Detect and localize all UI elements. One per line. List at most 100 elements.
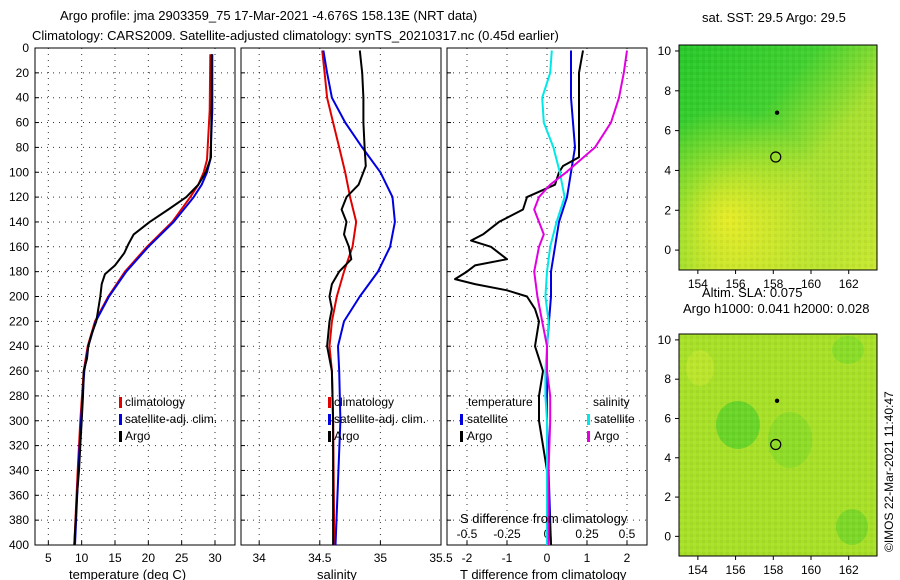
map-y-tick-label: 0 <box>664 529 671 543</box>
temperature-legend: climatology satellite-adj. clim. Argo <box>119 395 217 443</box>
legend-swatch-satellite <box>119 414 122 425</box>
copyright-credit: ©IMOS 22-Mar-2021 11:40:47 <box>882 391 896 552</box>
depth-tick-label: 260 <box>9 364 29 378</box>
map-x-tick-label: 162 <box>839 277 859 291</box>
salinity-x-label: salinity <box>317 567 357 580</box>
x-tick-label: -1 <box>502 551 513 565</box>
series-line-satellite-adj-clim- <box>74 54 214 546</box>
salinity-legend: climatology satellite-adj. clim. Argo <box>328 395 426 443</box>
map-x-tick-label: 160 <box>801 563 821 577</box>
depth-tick-label: 140 <box>9 215 29 229</box>
map-y-tick-label: 2 <box>664 490 671 504</box>
series-line-argo <box>73 54 213 546</box>
depth-tick-label: 220 <box>9 314 29 328</box>
map-y-tick-label: 8 <box>664 372 671 386</box>
map-x-tick-label: 158 <box>763 277 783 291</box>
series-line-argo <box>326 50 367 545</box>
sst-map-frame <box>678 44 878 271</box>
legend-label-s-satellite: satellite <box>594 412 635 426</box>
x-tick-label: 5 <box>45 551 52 565</box>
depth-tick-label: 320 <box>9 439 29 453</box>
legend-label-climatology: climatology <box>334 395 394 409</box>
x-tick-label: 34 <box>253 551 267 565</box>
difference-legend: temperature salinity satellite Argo sate… <box>460 395 635 443</box>
sla-map-pixel-texture <box>679 334 877 556</box>
difference-secondary-x-label: S difference from climatology <box>460 511 628 526</box>
series-line-t-argo <box>454 50 584 546</box>
secondary-x-tick-label: 0.25 <box>575 527 599 541</box>
profile-location-marker <box>770 151 782 163</box>
secondary-x-tick-label: 0.5 <box>619 527 636 541</box>
sla-map-title: Altim. SLA: 0.075 <box>702 285 802 300</box>
map-y-tick-label: 10 <box>658 333 672 347</box>
x-tick-label: -2 <box>462 551 473 565</box>
legend-label-s-argo: Argo <box>594 429 620 443</box>
map-x-tick-label: 154 <box>688 277 708 291</box>
legend-swatch-t-argo <box>460 431 463 442</box>
depth-tick-label: 120 <box>9 190 29 204</box>
legend-label-climatology: climatology <box>125 395 185 409</box>
x-tick-label: 2 <box>624 551 631 565</box>
legend-swatch-satellite <box>328 414 331 425</box>
x-tick-label: 35 <box>374 551 388 565</box>
map-y-tick-label: 0 <box>664 243 671 257</box>
series-line-climatology <box>73 54 212 546</box>
depth-tick-label: 40 <box>16 91 30 105</box>
series-line-s-satellite <box>541 50 566 545</box>
depth-tick-label: 340 <box>9 463 29 477</box>
x-tick-label: 20 <box>142 551 156 565</box>
map-y-tick-label: 6 <box>664 124 671 138</box>
legend-label-argo: Argo <box>125 429 151 443</box>
legend-title-temperature: temperature <box>468 395 533 409</box>
sst-map-pixel-texture <box>679 45 877 270</box>
x-tick-label: 10 <box>75 551 89 565</box>
depth-tick-label: 80 <box>16 140 30 154</box>
map-y-tick-label: 10 <box>658 44 672 58</box>
depth-tick-label: 380 <box>9 513 29 527</box>
legend-label-t-satellite: satellite <box>467 412 508 426</box>
depth-tick-label: 0 <box>22 41 29 55</box>
title-line-2: Climatology: CARS2009. Satellite-adjuste… <box>32 28 559 43</box>
nearby-float-marker <box>774 110 780 115</box>
x-tick-label: 1 <box>584 551 591 565</box>
nearby-float-marker <box>774 398 780 403</box>
sst-map-overlay: 154 156 158 160 162 0 2 4 6 8 10 <box>658 44 859 291</box>
sst-map-title: sat. SST: 29.5 Argo: 29.5 <box>702 10 846 25</box>
sla-map-frame <box>678 333 878 557</box>
depth-tick-label: 160 <box>9 240 29 254</box>
temperature-plot: 0 20 40 60 80 100 120 140 160 180 200 220 240 260 280 3… <box>9 41 235 565</box>
x-tick-label: 0 <box>544 551 551 565</box>
map-x-tick-label: 160 <box>801 277 821 291</box>
legend-label-argo: Argo <box>334 429 360 443</box>
x-tick-label: 30 <box>208 551 222 565</box>
series-line-s-argo <box>533 50 628 545</box>
difference-x-label: T difference from climatology <box>460 567 627 580</box>
x-tick-label: 25 <box>175 551 189 565</box>
map-y-tick-label: 8 <box>664 84 671 98</box>
legend-swatch-climatology <box>119 397 122 408</box>
legend-swatch-climatology <box>328 397 331 408</box>
depth-tick-label: 240 <box>9 339 29 353</box>
depth-tick-label: 300 <box>9 414 29 428</box>
secondary-x-tick-label: -0.5 <box>457 527 478 541</box>
series-line-climatology <box>321 50 358 546</box>
depth-tick-label: 400 <box>9 538 29 552</box>
depth-tick-label: 60 <box>16 116 30 130</box>
sla-map <box>678 333 878 557</box>
sst-map <box>678 44 878 271</box>
legend-swatch-argo <box>119 431 122 442</box>
legend-swatch-t-satellite <box>460 414 463 425</box>
depth-tick-label: 360 <box>9 488 29 502</box>
x-tick-label: 35.5 <box>429 551 453 565</box>
difference-plot: -2 -1 0 1 2-0.5 -0.25 0 0.25 0.5 <box>447 47 647 565</box>
map-x-tick-label: 158 <box>763 563 783 577</box>
series-line-satellite-adj-clim- <box>322 50 396 546</box>
map-y-tick-label: 4 <box>664 451 671 465</box>
map-y-tick-label: 2 <box>664 203 671 217</box>
legend-swatch-argo <box>328 431 331 442</box>
depth-tick-label: 20 <box>16 66 30 80</box>
legend-title-salinity: salinity <box>593 395 630 409</box>
depth-tick-label: 200 <box>9 290 29 304</box>
depth-tick-label: 280 <box>9 389 29 403</box>
